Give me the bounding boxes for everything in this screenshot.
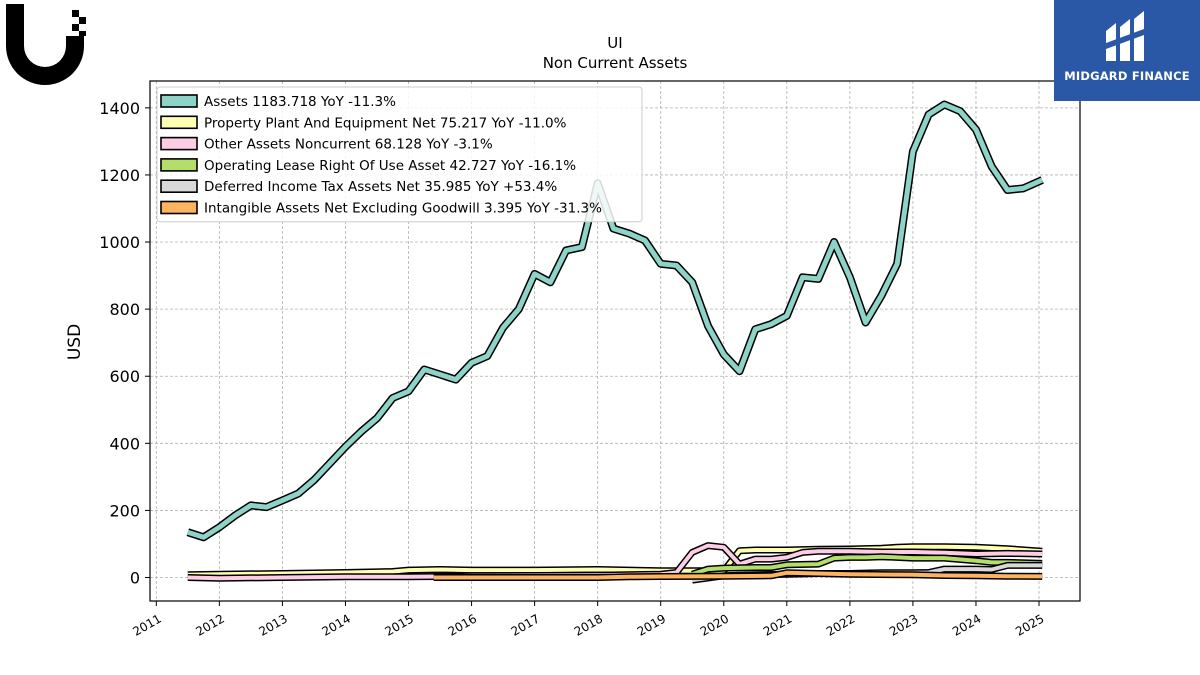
legend-label-2: Other Assets Noncurrent 68.128 YoY -3.1% [204,137,493,153]
legend-swatch-3 [160,158,198,172]
x-tick-label: 2022 [824,611,857,638]
y-tick-label: 600 [109,367,140,386]
brand-logo: MIDGARD FINANCE [1054,0,1200,101]
legend-swatch-0 [160,94,198,108]
series-lines [186,100,1044,584]
series-line-0 [187,102,1044,540]
legend-swatch-1 [160,115,198,130]
chart-title: UI [607,34,622,52]
x-tick-label: 2025 [1013,611,1046,638]
x-tick-label: 2024 [950,611,983,638]
y-tick-label: 400 [109,434,140,453]
x-tick-label: 2018 [572,611,605,638]
legend-label-4: Deferred Income Tax Assets Net 35.985 Yo… [204,179,557,195]
y-tick-label: 0 [130,569,140,588]
ui-logo-icon [6,4,86,85]
legend-label-1: Property Plant And Equipment Net 75.217 … [204,115,567,131]
x-tick-label: 2021 [761,611,794,638]
y-tick-label: 200 [109,501,140,520]
x-tick-label: 2019 [635,611,668,638]
series-line-3 [691,554,1043,577]
brand-name: MIDGARD FINANCE [1064,69,1190,83]
x-tick-label: 2016 [446,611,479,638]
y-tick-label: 1200 [99,166,140,185]
plot-frame [149,80,1081,602]
x-tick-label: 2014 [320,611,353,638]
x-tick-label: 2011 [130,611,163,638]
y-tick-label: 1400 [99,99,140,118]
x-tick-label: 2020 [698,611,731,638]
x-tick-label: 2015 [383,611,416,638]
legend-swatch-4 [160,179,198,193]
x-tick-label: 2017 [509,611,542,638]
x-tick-label: 2012 [193,611,226,638]
legend-label-5: Intangible Assets Net Excluding Goodwill… [204,201,602,217]
legend-swatch-2 [160,136,198,151]
series-line-2 [187,543,1043,581]
legend-box [156,86,643,223]
legend-label-3: Operating Lease Right Of Use Asset 42.72… [204,158,576,174]
chart-subtitle: Non Current Assets [543,54,688,72]
x-tick-label: 2023 [887,611,920,638]
midgard-logo-icon [1106,11,1144,61]
legend-swatch-5 [160,200,198,215]
x-tick-label: 2013 [256,611,289,638]
y-tick-label: 1000 [99,233,140,252]
y-tick-label: 800 [109,300,140,319]
y-axis-label: USD [65,324,85,360]
series-line-5 [433,570,1043,580]
legend-label-0: Assets 1183.718 YoY -11.3% [204,94,396,110]
legend: Assets 1183.718 YoY -11.3% Property Plant… [156,86,643,223]
